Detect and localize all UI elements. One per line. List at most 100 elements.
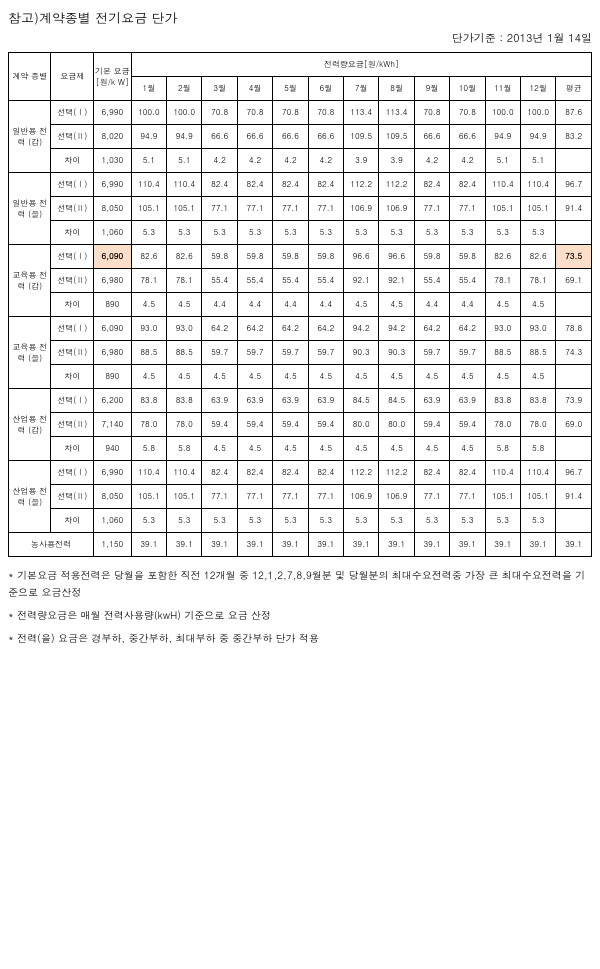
value-cell: 100.0 (167, 101, 202, 125)
value-cell: 5.3 (379, 221, 414, 245)
value-cell: 77.1 (237, 485, 272, 509)
value-cell: 59.4 (308, 413, 343, 437)
value-cell: 64.2 (450, 317, 485, 341)
value-cell: 4.5 (485, 293, 520, 317)
value-cell: 55.4 (237, 269, 272, 293)
value-cell: 70.8 (273, 101, 308, 125)
hdr-month-11: 11월 (485, 77, 520, 101)
value-cell: 64.2 (414, 317, 449, 341)
table-row: 차이9405.85.84.54.54.54.54.54.54.54.55.85.… (9, 437, 592, 461)
value-cell: 82.4 (414, 461, 449, 485)
value-cell: 63.9 (202, 389, 237, 413)
value-cell: 82.4 (273, 461, 308, 485)
value-cell: 5.3 (202, 509, 237, 533)
value-cell: 5.1 (520, 149, 555, 173)
value-cell: 4.5 (273, 365, 308, 389)
value-cell: 77.1 (273, 485, 308, 509)
value-cell: 80.0 (344, 413, 379, 437)
value-cell: 64.2 (202, 317, 237, 341)
value-cell: 4.2 (273, 149, 308, 173)
value-cell: 4.2 (308, 149, 343, 173)
value-cell: 5.3 (485, 509, 520, 533)
value-cell: 63.9 (414, 389, 449, 413)
value-cell: 5.3 (131, 221, 166, 245)
value-cell: 4.5 (520, 365, 555, 389)
table-row: 차이1,0605.35.35.35.35.35.35.35.35.35.35.3… (9, 221, 592, 245)
notes-section: * 기본요금 적용전력은 당월을 포함한 직전 12개월 중 12,1,2,7,… (8, 567, 592, 647)
value-cell: 4.4 (308, 293, 343, 317)
note-1: * 기본요금 적용전력은 당월을 포함한 직전 12개월 중 12,1,2,7,… (8, 567, 592, 601)
agri-name-cell: 농사용전력 (9, 533, 94, 557)
value-cell: 77.1 (202, 485, 237, 509)
value-cell: 70.8 (237, 101, 272, 125)
hdr-month-7: 7월 (344, 77, 379, 101)
plan-cell: 선택(Ⅰ) (51, 461, 93, 485)
value-cell: 5.3 (520, 509, 555, 533)
note-2: * 전력량요금은 매월 전력사용량(kwH) 기준으로 요금 산정 (8, 607, 592, 624)
contract-type-cell: 교육용 전력 (을) (9, 317, 51, 389)
hdr-month-2: 2월 (167, 77, 202, 101)
value-cell: 80.0 (379, 413, 414, 437)
value-cell: 39.1 (344, 533, 379, 557)
value-cell: 39.1 (379, 533, 414, 557)
value-cell: 100.0 (485, 101, 520, 125)
table-row: 일반용 전력 (갑)선택(Ⅰ)6,990100.0100.070.870.870… (9, 101, 592, 125)
page-title: 참고)계약종별 전기요금 단가 (8, 8, 592, 27)
table-row: 선택(Ⅱ)8,050105.1105.177.177.177.177.1106.… (9, 197, 592, 221)
avg-cell: 69.1 (556, 269, 592, 293)
value-cell: 5.1 (131, 149, 166, 173)
table-row: 교육용 전력 (갑)선택(Ⅰ)6,09082.682.659.859.859.8… (9, 245, 592, 269)
value-cell: 4.4 (450, 293, 485, 317)
table-row: 선택(Ⅱ)6,98088.588.559.759.759.759.790.390… (9, 341, 592, 365)
value-cell: 3.9 (344, 149, 379, 173)
value-cell: 83.8 (167, 389, 202, 413)
plan-cell: 차이 (51, 149, 93, 173)
value-cell: 59.8 (414, 245, 449, 269)
value-cell: 59.7 (308, 341, 343, 365)
value-cell: 110.4 (485, 461, 520, 485)
value-cell: 63.9 (308, 389, 343, 413)
value-cell: 66.6 (308, 125, 343, 149)
avg-cell (556, 365, 592, 389)
hdr-energy-charge: 전력량요금[원/kWh] (131, 53, 591, 77)
avg-cell: 96.7 (556, 461, 592, 485)
plan-cell: 선택(Ⅱ) (51, 269, 93, 293)
value-cell: 59.4 (414, 413, 449, 437)
value-cell: 83.8 (485, 389, 520, 413)
avg-cell: 96.7 (556, 173, 592, 197)
value-cell: 39.1 (202, 533, 237, 557)
value-cell: 4.5 (379, 365, 414, 389)
contract-type-cell: 일반용 전력 (갑) (9, 101, 51, 173)
value-cell: 55.4 (273, 269, 308, 293)
value-cell: 39.1 (273, 533, 308, 557)
value-cell: 55.4 (308, 269, 343, 293)
avg-cell: 73.5 (556, 245, 592, 269)
value-cell: 4.5 (520, 293, 555, 317)
value-cell: 39.1 (414, 533, 449, 557)
rate-table: 계약 종별 요금제 기본 요금 [원/k W] 전력량요금[원/kWh] 1월2… (8, 52, 592, 557)
base-charge-cell: 6,980 (93, 341, 131, 365)
value-cell: 59.8 (202, 245, 237, 269)
avg-cell: 73.9 (556, 389, 592, 413)
contract-type-cell: 교육용 전력 (갑) (9, 245, 51, 317)
value-cell: 82.4 (450, 173, 485, 197)
table-row: 산업용 전력 (을)선택(Ⅰ)6,990110.4110.482.482.482… (9, 461, 592, 485)
value-cell: 93.0 (131, 317, 166, 341)
value-cell: 39.1 (131, 533, 166, 557)
base-charge-cell: 8,020 (93, 125, 131, 149)
value-cell: 113.4 (344, 101, 379, 125)
value-cell: 39.1 (450, 533, 485, 557)
value-cell: 112.2 (379, 461, 414, 485)
plan-cell: 차이 (51, 509, 93, 533)
table-row: 선택(Ⅱ)8,050105.1105.177.177.177.177.1106.… (9, 485, 592, 509)
value-cell: 59.7 (202, 341, 237, 365)
hdr-month-9: 9월 (414, 77, 449, 101)
value-cell: 106.9 (379, 485, 414, 509)
value-cell: 82.4 (237, 461, 272, 485)
value-cell: 110.4 (167, 461, 202, 485)
value-cell: 82.4 (308, 173, 343, 197)
value-cell: 66.6 (237, 125, 272, 149)
value-cell: 4.5 (450, 365, 485, 389)
value-cell: 5.1 (485, 149, 520, 173)
base-charge-cell: 940 (93, 437, 131, 461)
